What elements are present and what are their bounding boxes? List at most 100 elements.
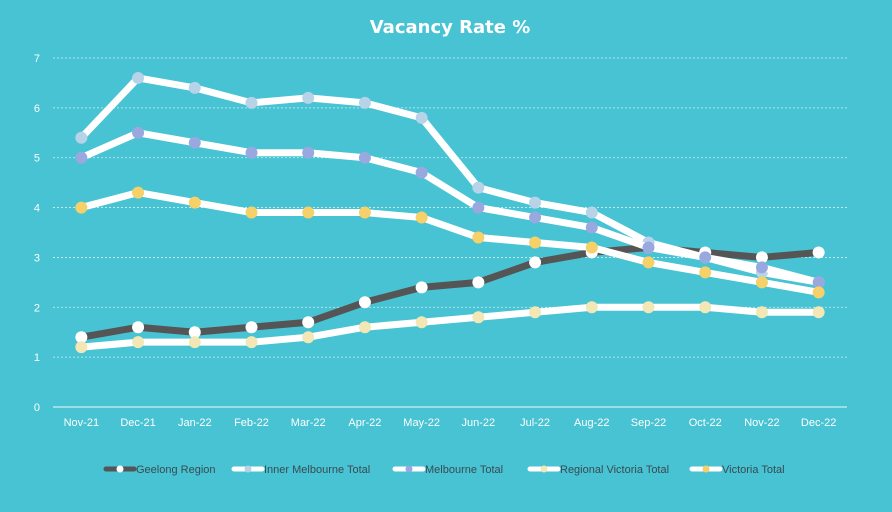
data-point xyxy=(188,336,201,349)
series-victoria-total xyxy=(75,186,825,299)
legend-swatch-marker xyxy=(116,465,124,473)
chart-title: Vacancy Rate % xyxy=(370,17,531,38)
data-point xyxy=(75,151,88,164)
x-tick-label: Oct-22 xyxy=(689,417,722,429)
data-point xyxy=(699,301,712,314)
data-point xyxy=(132,126,145,139)
legend-label: Geelong Region xyxy=(136,464,216,476)
x-tick-label: Nov-22 xyxy=(744,417,779,429)
data-point xyxy=(529,256,542,269)
legend-item: Regional Victoria Total xyxy=(527,464,669,476)
data-point xyxy=(472,201,485,214)
y-tick-label: 4 xyxy=(34,203,40,215)
series-line xyxy=(77,303,823,351)
data-point xyxy=(358,96,371,109)
data-point xyxy=(132,321,145,334)
data-point xyxy=(75,341,88,354)
legend-swatch-marker xyxy=(540,465,548,473)
data-point xyxy=(75,331,88,344)
y-tick-label: 2 xyxy=(34,302,40,314)
data-point xyxy=(812,286,825,299)
data-point xyxy=(302,206,315,219)
data-point xyxy=(75,201,88,214)
legend-swatch-marker xyxy=(405,465,413,473)
y-tick-label: 5 xyxy=(34,153,40,165)
data-point xyxy=(472,311,485,324)
data-point xyxy=(245,146,258,159)
data-point xyxy=(755,261,768,274)
data-point xyxy=(415,316,428,329)
legend-label: Regional Victoria Total xyxy=(560,464,669,476)
y-tick-label: 7 xyxy=(34,53,40,65)
data-point xyxy=(302,316,315,329)
legend-swatch-marker xyxy=(702,465,710,473)
data-point xyxy=(472,231,485,244)
y-tick-label: 6 xyxy=(34,103,40,115)
data-point xyxy=(642,256,655,269)
data-point xyxy=(132,71,145,84)
legend-item: Inner Melbourne Total xyxy=(231,464,370,476)
data-point xyxy=(755,276,768,289)
data-point xyxy=(755,251,768,264)
legend: Geelong Region Inner Melbourne Total Melbo… xyxy=(103,464,785,476)
x-tick-label: Dec-22 xyxy=(801,417,836,429)
data-point xyxy=(188,326,201,339)
x-tick-label: Jan-22 xyxy=(178,417,212,429)
data-point xyxy=(812,276,825,289)
series-lines xyxy=(75,71,825,354)
data-point xyxy=(585,241,598,254)
data-point xyxy=(529,211,542,224)
data-point xyxy=(529,306,542,319)
x-tick-label: Jul-22 xyxy=(520,417,550,429)
data-point xyxy=(188,136,201,149)
legend-label: Victoria Total xyxy=(722,464,785,476)
data-point xyxy=(642,301,655,314)
data-point xyxy=(245,336,258,349)
data-point xyxy=(415,281,428,294)
data-point xyxy=(585,301,598,314)
data-point xyxy=(75,131,88,144)
data-point xyxy=(585,221,598,234)
data-point xyxy=(472,181,485,194)
legend-item: Victoria Total xyxy=(689,464,785,476)
series-melbourne-total xyxy=(75,126,825,289)
data-point xyxy=(755,306,768,319)
data-point xyxy=(132,336,145,349)
data-point xyxy=(585,206,598,219)
y-tick-label: 0 xyxy=(34,402,40,414)
data-point xyxy=(358,206,371,219)
data-point xyxy=(245,206,258,219)
x-tick-label: Aug-22 xyxy=(574,417,609,429)
data-point xyxy=(529,236,542,249)
legend-item: Melbourne Total xyxy=(392,464,503,476)
data-point xyxy=(358,321,371,334)
y-tick-label: 3 xyxy=(34,252,40,264)
data-point xyxy=(132,186,145,199)
data-point xyxy=(472,276,485,289)
legend-swatch-marker xyxy=(244,465,252,473)
data-point xyxy=(812,246,825,259)
data-point xyxy=(699,251,712,264)
legend-label: Inner Melbourne Total xyxy=(264,464,370,476)
data-point xyxy=(358,296,371,309)
y-tick-label: 1 xyxy=(34,352,40,364)
x-tick-label: Feb-22 xyxy=(234,417,269,429)
series-line xyxy=(77,129,823,286)
legend-label: Melbourne Total xyxy=(425,464,503,476)
data-point xyxy=(188,81,201,94)
data-point xyxy=(302,91,315,104)
series-line xyxy=(77,189,823,296)
x-tick-label: May-22 xyxy=(403,417,440,429)
legend-item: Geelong Region xyxy=(103,464,216,476)
data-point xyxy=(415,166,428,179)
data-point xyxy=(529,196,542,209)
data-point xyxy=(245,96,258,109)
data-point xyxy=(415,111,428,124)
data-point xyxy=(415,211,428,224)
x-tick-label: Nov-21 xyxy=(64,417,99,429)
x-tick-label: Apr-22 xyxy=(348,417,381,429)
data-point xyxy=(812,306,825,319)
y-axis-ticks: 0 1 2 3 4 5 6 7 xyxy=(34,53,40,414)
data-point xyxy=(188,196,201,209)
